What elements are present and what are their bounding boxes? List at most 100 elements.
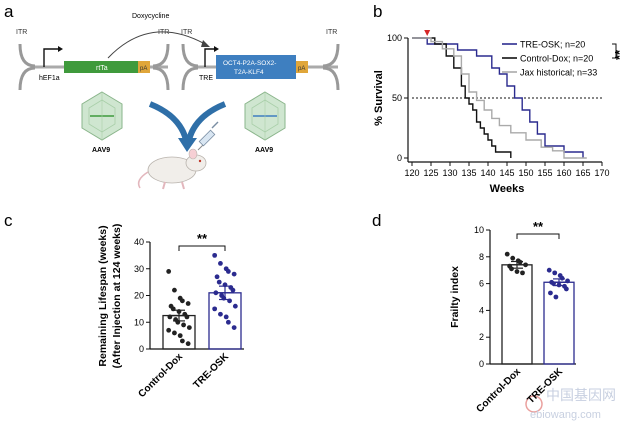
svg-text:pA: pA — [140, 66, 147, 72]
x-tick-label: 150 — [518, 168, 533, 178]
data-point — [166, 269, 172, 274]
frailty-axes: 0 2 4 6 8 10 Control-Dox TRE-OSK ** — [474, 219, 576, 415]
x-tick-label: 170 — [594, 168, 609, 178]
frailty-index-chart: 0 2 4 6 8 10 Control-Dox TRE-OSK ** Frailty inde… — [449, 219, 576, 415]
significance-bracket — [516, 233, 560, 239]
panel-label-b: b — [373, 2, 382, 21]
data-point — [231, 325, 237, 330]
data-point — [166, 327, 172, 333]
data-point — [510, 255, 516, 261]
mouse-illustration — [137, 148, 207, 190]
x-tick-label: 130 — [442, 168, 457, 178]
aav-capsid-right — [244, 91, 286, 141]
itr-hairpin-left — [18, 43, 36, 68]
x-tick-label: 155 — [537, 168, 552, 178]
y-tick-label: 100 — [387, 33, 402, 43]
data-point — [214, 274, 220, 280]
aav-label-right: AAV9 — [255, 147, 273, 154]
vector-schematic: ITR hEF1a rtTa pA ITR Doxycycline ITR TR… — [16, 13, 340, 190]
data-point — [559, 275, 565, 281]
y-tick-label: 0 — [397, 153, 402, 163]
frailty-marks — [501, 251, 575, 365]
y-tick-label: 40 — [134, 237, 144, 247]
y-tick-label: 50 — [392, 93, 402, 103]
data-point — [230, 287, 236, 293]
pa-box-left — [138, 61, 150, 73]
x-axis-label: Weeks — [490, 183, 525, 195]
data-point — [216, 279, 222, 285]
data-point — [514, 269, 520, 274]
x-tick-label: 165 — [575, 168, 590, 178]
data-point — [504, 251, 510, 257]
significance-bracket — [178, 245, 226, 251]
data-point — [212, 252, 218, 258]
category-label-0: Control-Dox — [474, 366, 523, 415]
data-point — [509, 266, 514, 272]
watermark-logo-icon — [525, 395, 543, 413]
significance-stars: ** — [612, 49, 627, 60]
y-tick-label: 10 — [134, 317, 144, 327]
data-point — [172, 330, 177, 336]
data-point — [225, 319, 231, 325]
x-tick-label: 125 — [423, 168, 438, 178]
x-tick-label: 145 — [499, 168, 514, 178]
itr-hairpin-right — [322, 43, 340, 68]
data-point — [179, 298, 185, 304]
promoter-arrow-left — [43, 48, 58, 67]
osk-gene — [216, 55, 296, 79]
data-point — [231, 271, 237, 277]
legend-label-1: Control-Dox; n=20 — [520, 54, 593, 64]
x-tick-label: 160 — [556, 168, 571, 178]
data-point — [225, 269, 231, 274]
survival-axes: 120 125 130 135 140 145 150 155 160 165 170 0 50 100 — [387, 30, 610, 178]
itr-label-right: ITR — [326, 29, 337, 36]
legend-label-0: TRE-OSK; n=20 — [520, 40, 585, 50]
survival-series — [412, 37, 587, 159]
data-point — [520, 270, 525, 276]
lifespan-marks — [162, 252, 242, 350]
y-axis-label-line1: Remaining Lifespan (weeks) — [97, 225, 109, 366]
y-tick-label: 30 — [134, 264, 144, 274]
data-point — [172, 287, 177, 293]
survival-legend: TRE-OSK; n=20 Control-Dox; n=20 Jax histor… — [502, 40, 617, 78]
y-tick-label: 0 — [139, 344, 144, 354]
injection-marker — [424, 30, 431, 36]
y-axis-label: % Survival — [373, 70, 385, 126]
data-point — [213, 290, 219, 296]
survival-chart: 120 125 130 135 140 145 150 155 160 165 170050100 … — [373, 30, 627, 195]
y-tick-label: 20 — [134, 291, 144, 301]
doxycycline-arrow — [107, 31, 206, 59]
category-label-1: TRE-OSK — [526, 366, 566, 406]
panel-label-c: c — [4, 211, 13, 230]
data-point — [218, 311, 223, 317]
data-point — [185, 301, 191, 306]
itr-label-midright: ITR — [181, 29, 192, 36]
convergence-arrow-right — [186, 101, 227, 141]
promoter-arrow-right — [204, 48, 214, 67]
aav-capsid-left — [81, 91, 123, 141]
x-tick-label: 140 — [480, 168, 495, 178]
category-label-1: TRE-OSK — [192, 351, 232, 391]
bar-1 — [208, 292, 242, 350]
aav-label-left: AAV9 — [92, 147, 110, 154]
itr-label-midleft: ITR — [158, 29, 169, 36]
pa-box-right — [296, 61, 308, 73]
data-point — [212, 306, 218, 312]
data-point — [179, 338, 185, 344]
category-label-0: Control-Dox — [136, 351, 185, 400]
x-tick-label: 135 — [461, 168, 476, 178]
data-point — [553, 294, 559, 300]
data-point — [186, 325, 192, 330]
data-point — [185, 341, 191, 347]
bar-1 — [543, 281, 575, 365]
x-tick-label: 120 — [404, 168, 419, 178]
osk-label-line2: T2A-KLF4 — [234, 69, 264, 76]
y-axis-label-line2: (After Injection at 124 weeks) — [111, 224, 123, 369]
data-point — [218, 261, 223, 266]
svg-text:pA: pA — [298, 66, 305, 72]
y-tick-label: 2 — [479, 332, 484, 342]
watermark-text-url: ebiowang.com — [530, 409, 601, 421]
watermark: 中国基因网 ebiowang.com — [525, 387, 616, 421]
syringe-icon — [197, 121, 219, 151]
